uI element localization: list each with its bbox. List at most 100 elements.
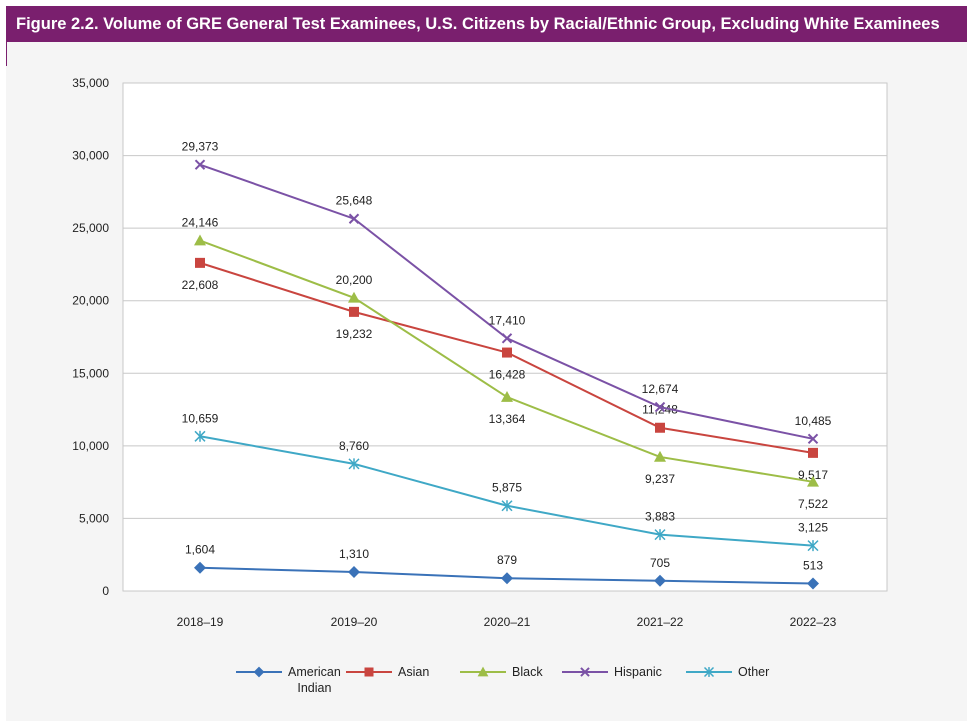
x-marker: [348, 213, 360, 224]
x-marker-stroke: [348, 213, 360, 224]
y-tick-label: 0: [102, 584, 109, 598]
square-marker: [195, 257, 205, 268]
triangle-marker: [654, 450, 666, 462]
asterisk-marker: [703, 666, 715, 678]
square-marker: [364, 667, 374, 677]
x-tick-label: 2019–20: [331, 615, 378, 629]
data-point-other: [348, 458, 360, 470]
triangle-marker: [807, 475, 819, 487]
legend-label-black: Black: [512, 665, 543, 679]
data-label-black: 7,522: [798, 497, 828, 511]
x-marker-stroke: [654, 401, 666, 413]
data-label-american-indian: 879: [497, 553, 517, 567]
data-label-hispanic: 10,485: [795, 414, 832, 428]
data-label-black: 9,237: [645, 472, 675, 486]
data-point-asian: [502, 347, 512, 358]
data-point-other: [194, 430, 206, 442]
data-point-black: [501, 391, 513, 402]
x-marker-stroke: [580, 667, 590, 677]
chart-legend: American Indian Asian Black Hispanic Oth…: [236, 664, 796, 704]
legend-item-black: Black: [460, 664, 543, 680]
data-label-hispanic: 25,648: [336, 194, 373, 208]
legend-label-american-indian: American Indian: [288, 665, 341, 695]
square-marker: [655, 422, 665, 433]
data-label-asian: 11,248: [642, 403, 678, 417]
diamond-marker: [807, 577, 819, 590]
legend-label-other: Other: [738, 665, 770, 679]
triangle-marker-icon: [460, 666, 506, 677]
x-marker: [194, 159, 206, 170]
data-point-other: [501, 500, 513, 512]
triangle-marker: [348, 291, 360, 303]
asterisk-marker: [807, 540, 819, 552]
x-marker: [501, 333, 513, 344]
asterisk-marker: [194, 430, 206, 442]
data-point-other: [807, 540, 819, 552]
data-point-black: [194, 234, 206, 246]
data-point-hispanic: [348, 213, 360, 224]
data-point-american-indian: [194, 561, 206, 574]
data-label-hispanic: 12,674: [642, 382, 679, 396]
data-label-other: 5,875: [492, 481, 522, 495]
x-marker: [654, 401, 666, 413]
data-point-asian: [349, 306, 359, 317]
data-point-asian: [655, 422, 665, 433]
data-label-other: 3,125: [798, 521, 828, 535]
triangle-marker: [501, 391, 513, 402]
legend-label-hispanic: Hispanic: [614, 665, 662, 679]
legend-label-asian: Asian: [398, 665, 430, 679]
data-point-hispanic: [654, 401, 666, 413]
x-marker-stroke: [194, 159, 206, 170]
data-point-hispanic: [501, 333, 513, 344]
data-label-asian: 19,232: [336, 327, 373, 341]
legend-item-hispanic: Hispanic: [562, 664, 662, 680]
data-label-asian: 9,517: [798, 468, 828, 482]
diamond-marker: [654, 574, 666, 587]
data-label-asian: 22,608: [182, 278, 219, 292]
y-tick-label: 35,000: [72, 76, 109, 90]
asterisk-marker: [654, 529, 666, 541]
figure-title: Figure 2.2. Volume of GRE General Test E…: [6, 6, 967, 42]
diamond-marker: [194, 561, 206, 574]
data-point-asian: [808, 447, 818, 458]
data-point-black: [654, 450, 666, 462]
data-point-black: [348, 291, 360, 303]
data-label-black: 13,364: [489, 412, 526, 426]
data-point-hispanic: [194, 159, 206, 170]
y-tick-label: 10,000: [72, 439, 109, 453]
data-point-hispanic: [807, 433, 819, 445]
y-tick-label: 5,000: [79, 511, 109, 525]
y-tick-label: 20,000: [72, 294, 109, 308]
y-tick-label: 30,000: [72, 149, 109, 163]
asterisk-marker: [348, 458, 360, 470]
square-marker: [808, 447, 818, 458]
x-marker: [580, 667, 590, 677]
data-label-other: 3,883: [645, 510, 675, 524]
square-marker-icon: [346, 667, 392, 677]
asterisk-marker-icon: [686, 666, 732, 678]
data-label-black: 24,146: [182, 216, 219, 230]
y-tick-label: 25,000: [72, 221, 109, 235]
data-point-other: [654, 529, 666, 541]
data-point-american-indian: [501, 572, 513, 585]
data-label-american-indian: 1,310: [339, 547, 369, 561]
panel-accent-edge: [6, 42, 7, 66]
x-marker-icon: [562, 667, 608, 677]
legend-item-asian: Asian: [346, 664, 429, 680]
data-point-american-indian: [807, 577, 819, 590]
square-marker: [349, 306, 359, 317]
diamond-marker: [501, 572, 513, 585]
data-label-other: 8,760: [339, 439, 369, 453]
triangle-marker: [477, 666, 489, 677]
data-point-american-indian: [348, 565, 360, 578]
data-label-hispanic: 29,373: [182, 140, 219, 154]
data-label-hispanic: 17,410: [489, 313, 526, 327]
x-tick-label: 2018–19: [177, 615, 224, 629]
diamond-marker: [253, 666, 265, 678]
x-tick-label: 2022–23: [790, 615, 837, 629]
x-marker: [807, 433, 819, 445]
data-label-american-indian: 1,604: [185, 543, 215, 557]
x-marker-stroke: [501, 333, 513, 344]
x-marker-stroke: [807, 433, 819, 445]
